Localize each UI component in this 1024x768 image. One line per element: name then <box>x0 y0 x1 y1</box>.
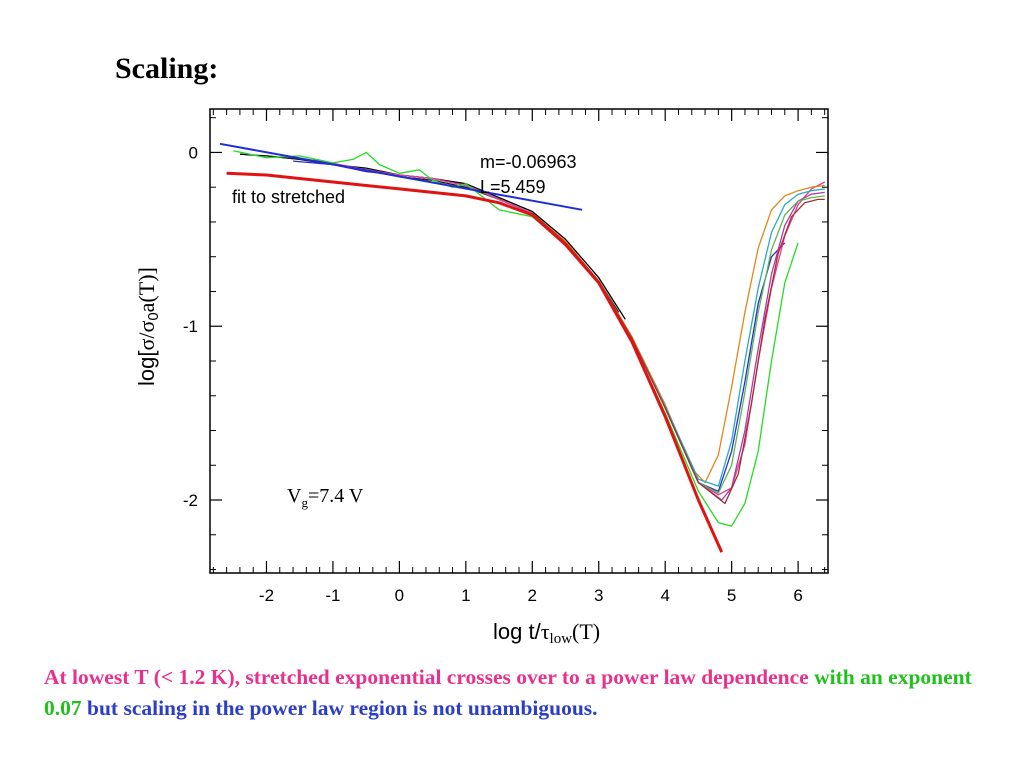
x-label-tail: (T) <box>572 619 600 644</box>
series-line-10 <box>233 150 799 527</box>
caption-part-green: with an exponent 0.07 <box>44 665 972 720</box>
x-label-sub: low <box>550 631 573 647</box>
x-label-main: log t/ <box>493 619 542 644</box>
series-line-4 <box>312 158 825 496</box>
caption-part-pink: At lowest T (< 1.2 K), stretched exponen… <box>44 665 809 689</box>
x-tick-label: 5 <box>727 586 736 605</box>
y-label-sigma: σ <box>134 339 159 351</box>
slide-caption: At lowest T (< 1.2 K), stretched exponen… <box>44 662 984 724</box>
gate-voltage-value: =7.4 V <box>308 485 364 507</box>
fit-label: fit to stretched <box>232 187 345 207</box>
slope-annotation: m=-0.06963 <box>480 152 577 172</box>
x-tick-label: 0 <box>395 586 404 605</box>
intercept-annotation: L=5.459 <box>480 177 546 197</box>
x-tick-label: 1 <box>461 586 470 605</box>
y-label-sub: 0 <box>145 312 162 320</box>
y-tick-label: -1 <box>183 317 198 336</box>
series-line-9 <box>531 198 825 505</box>
gate-voltage-sub: g <box>301 495 308 510</box>
x-tick-label: 6 <box>793 586 802 605</box>
y-label-slash: / <box>134 332 159 339</box>
series-line-3 <box>293 160 786 492</box>
gate-voltage-label: Vg=7.4 V <box>287 485 364 510</box>
caption-part-blue: but scaling in the power law region is n… <box>87 696 598 720</box>
x-tick-label: 3 <box>594 586 603 605</box>
series-line-12 <box>219 142 583 211</box>
x-tick-label: -1 <box>325 586 340 605</box>
y-axis-label: log[σ/σ0a(T)] <box>134 267 162 386</box>
x-tick-label: -2 <box>259 586 274 605</box>
y-tick-label: 0 <box>189 143 198 162</box>
x-tick-label: 4 <box>660 586 669 605</box>
series-line-11 <box>226 171 724 553</box>
series-line-6 <box>531 188 825 487</box>
x-tick-label: 2 <box>528 586 537 605</box>
y-label-main: log[ <box>134 351 159 386</box>
x-label-tau: τ <box>541 619 550 644</box>
y-label-sigma0: σ <box>134 321 159 333</box>
series-layer <box>219 142 825 553</box>
y-tick-label: -2 <box>183 491 198 510</box>
gate-voltage-main: V <box>287 485 302 507</box>
x-axis-label: log t/τlow(T) <box>493 619 600 647</box>
y-label-tail: a(T)] <box>134 267 159 312</box>
axis-ticks: -2 -1 0 1 2 3 4 5 6 0 -1 -2 <box>183 109 828 605</box>
slide-title: Scaling: <box>115 52 219 85</box>
